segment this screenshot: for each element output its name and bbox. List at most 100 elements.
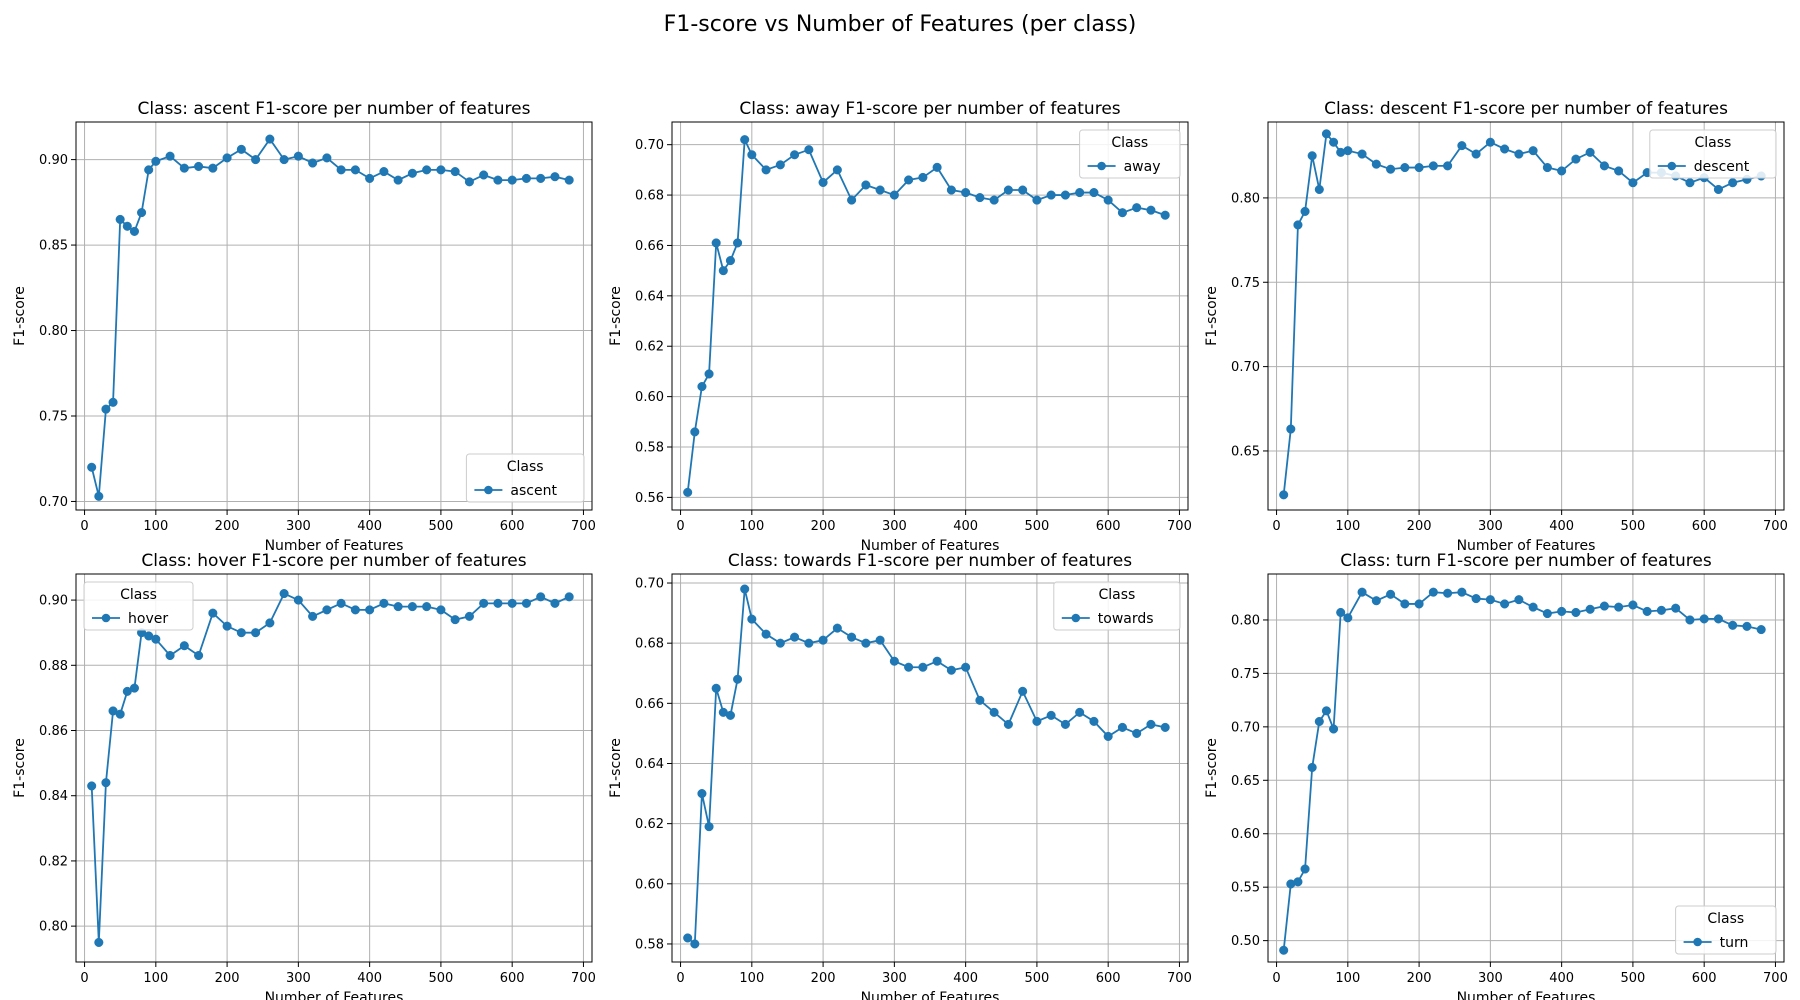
x-tick-label: 0 <box>676 971 684 986</box>
data-point-turn <box>1386 589 1396 599</box>
data-point-descent <box>1528 146 1538 156</box>
y-tick-label: 0.80 <box>1231 191 1260 206</box>
data-point-towards <box>946 665 956 675</box>
data-point-ascent <box>379 167 389 177</box>
data-point-away <box>832 165 842 175</box>
y-tick-label: 0.70 <box>1231 720 1260 735</box>
data-point-turn <box>1485 595 1495 605</box>
data-point-turn <box>1414 599 1424 609</box>
data-point-ascent <box>507 175 517 185</box>
data-point-ascent <box>422 165 432 175</box>
data-point-turn <box>1742 621 1752 631</box>
legend-title: Class <box>1694 135 1731 151</box>
data-point-towards <box>725 710 735 720</box>
y-tick-label: 0.65 <box>1231 444 1260 459</box>
data-point-ascent <box>464 177 474 187</box>
data-point-ascent <box>122 221 132 231</box>
data-point-descent <box>1443 161 1453 171</box>
data-point-away <box>683 487 693 497</box>
data-point-descent <box>1599 161 1609 171</box>
x-tick-label: 200 <box>1407 519 1432 534</box>
data-point-descent <box>1400 162 1410 173</box>
legend-title: Class <box>1111 135 1148 151</box>
y-tick-label: 0.64 <box>635 757 664 772</box>
data-point-hover <box>479 598 489 608</box>
data-point-ascent <box>179 163 189 173</box>
data-point-descent <box>1514 149 1524 159</box>
data-point-ascent <box>194 161 204 171</box>
data-point-descent <box>1428 161 1438 171</box>
y-tick-label: 0.58 <box>635 441 664 456</box>
y-tick-label: 0.58 <box>635 937 664 952</box>
y-tick-label: 0.55 <box>1231 881 1260 896</box>
chart-panel-away: 0 100 200 300 400 500 600 700 0.56 0.58 0.60 0.62 0.… <box>608 99 1192 554</box>
data-point-descent <box>1713 184 1723 195</box>
x-tick-label: 700 <box>1763 519 1788 534</box>
data-point-away <box>989 195 999 205</box>
data-point-towards <box>904 662 914 672</box>
data-point-descent <box>1300 206 1310 216</box>
data-point-turn <box>1656 605 1666 615</box>
chart-title: Class: away F1-score per number of featu… <box>739 99 1120 119</box>
data-point-towards <box>875 635 885 645</box>
data-point-ascent <box>322 153 332 163</box>
data-point-ascent <box>479 170 489 180</box>
data-point-ascent <box>115 214 125 224</box>
chart-panel-descent: 0 100 200 300 400 500 600 700 0.65 0.70 0.75 0.80 Cl… <box>1204 99 1788 554</box>
legend-entry-label: towards <box>1098 611 1154 627</box>
data-point-away <box>1146 205 1156 215</box>
y-tick-label: 0.70 <box>1231 360 1260 375</box>
data-point-hover <box>194 650 204 661</box>
data-point-turn <box>1557 606 1567 616</box>
data-point-turn <box>1400 599 1410 609</box>
data-point-turn <box>1699 614 1709 624</box>
y-tick-label: 0.66 <box>635 239 664 254</box>
data-point-descent <box>1371 159 1381 169</box>
legend: Class descent <box>1649 129 1777 179</box>
axes-frame <box>75 573 593 963</box>
data-point-hover <box>208 608 218 618</box>
data-point-hover <box>550 598 560 608</box>
x-tick-label: 100 <box>143 519 168 534</box>
data-point-hover <box>165 650 175 661</box>
data-point-towards <box>975 695 985 705</box>
data-point-away <box>818 177 828 188</box>
data-point-turn <box>1542 608 1552 619</box>
data-point-ascent <box>308 158 318 168</box>
chart-panel-turn: 0 100 200 300 400 500 600 700 0.50 0.55 0.60 0.65 0.… <box>1204 551 1788 1000</box>
data-point-turn <box>1713 614 1723 624</box>
data-point-ascent <box>279 155 289 165</box>
x-tick-label: 100 <box>1335 971 1360 986</box>
y-tick-label: 0.80 <box>39 920 68 935</box>
data-point-hover <box>564 592 574 602</box>
y-tick-label: 0.56 <box>635 491 664 506</box>
x-tick-label: 100 <box>1335 519 1360 534</box>
data-point-ascent <box>493 175 503 185</box>
data-point-turn <box>1614 602 1624 612</box>
y-tick-label: 0.62 <box>635 817 664 832</box>
data-point-away <box>889 190 899 200</box>
data-point-hover <box>94 937 104 947</box>
x-axis-label: Number of Features <box>861 538 1000 554</box>
data-point-towards <box>1132 728 1142 738</box>
chart-title: Class: towards F1-score per number of fe… <box>728 551 1132 571</box>
y-tick-label: 0.60 <box>635 877 664 892</box>
y-axis-label: F1-score <box>12 286 28 346</box>
data-point-away <box>718 266 728 276</box>
data-point-turn <box>1728 620 1738 630</box>
x-tick-label: 600 <box>1692 519 1717 534</box>
data-point-hover <box>279 589 289 599</box>
data-point-away <box>761 165 771 175</box>
data-point-towards <box>889 656 899 666</box>
data-point-hover <box>507 598 517 608</box>
data-point-ascent <box>265 134 275 144</box>
data-point-towards <box>832 623 842 633</box>
x-tick-label: 600 <box>1096 971 1121 986</box>
legend-marker <box>1667 161 1677 171</box>
data-point-towards <box>1117 722 1127 732</box>
data-point-towards <box>932 656 942 666</box>
y-tick-label: 0.70 <box>635 577 664 592</box>
data-point-descent <box>1414 162 1424 173</box>
data-point-hover <box>450 615 460 625</box>
